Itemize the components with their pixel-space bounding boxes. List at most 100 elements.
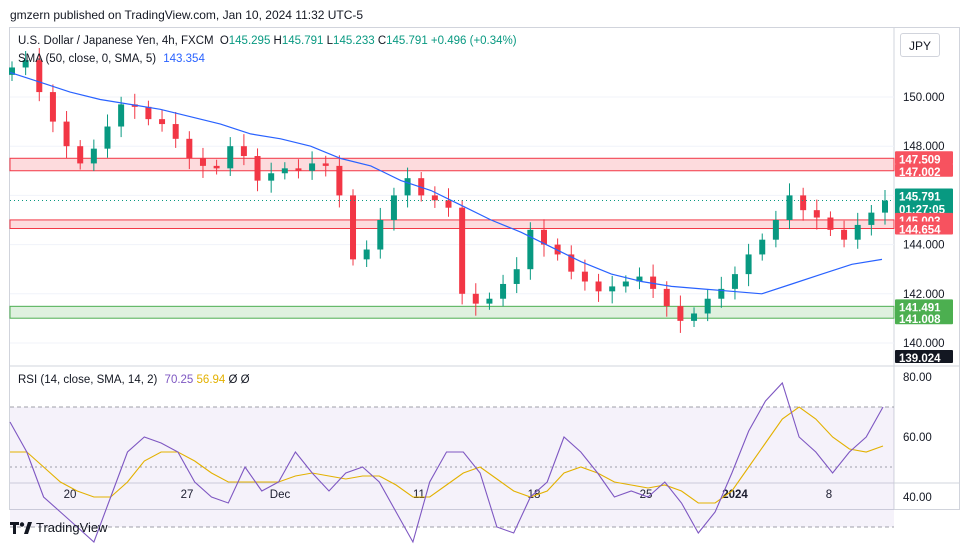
rsi-label[interactable]: RSI (14, close, SMA, 14, 2) bbox=[18, 374, 158, 386]
rsi-sma-line bbox=[10, 406, 884, 504]
candle-down bbox=[445, 200, 452, 208]
sma50-line bbox=[9, 71, 883, 295]
currency-button[interactable]: JPY bbox=[900, 33, 940, 57]
candle-down bbox=[213, 165, 220, 169]
price-tick-label: 140.000 bbox=[903, 338, 945, 350]
level-147509-label-bg bbox=[895, 151, 953, 165]
resistance-zone bbox=[9, 157, 895, 172]
level-144654-label-bg bbox=[895, 221, 953, 235]
chart-frame[interactable] bbox=[9, 27, 960, 510]
candle-down bbox=[254, 156, 261, 181]
level-141008-label-bg bbox=[895, 311, 953, 325]
change-value: +0.496 (+0.34%) bbox=[430, 35, 517, 47]
candle-up bbox=[704, 298, 711, 314]
time-tick-label: Dec bbox=[270, 489, 291, 501]
candle-down bbox=[186, 138, 193, 159]
candle-up bbox=[118, 104, 125, 127]
time-tick-label: 2024 bbox=[722, 489, 748, 501]
publisher-line: gmzern published on TradingView.com, Jan… bbox=[10, 8, 364, 22]
candle-down bbox=[800, 195, 807, 211]
candle-down bbox=[350, 195, 357, 260]
rsi-tick-label: 60.00 bbox=[903, 432, 932, 444]
candle-up bbox=[772, 220, 779, 240]
candle-up bbox=[609, 286, 616, 292]
candle-down bbox=[159, 119, 166, 125]
sma-value: 143.354 bbox=[163, 53, 205, 65]
high-label: H bbox=[273, 35, 282, 47]
rsi-value: 70.25 bbox=[164, 374, 194, 386]
candle-down bbox=[841, 229, 848, 240]
candle-down bbox=[459, 207, 466, 294]
time-tick-label: 11 bbox=[413, 489, 425, 501]
rsi-tick-label: 80.00 bbox=[903, 372, 932, 384]
candle-up bbox=[268, 173, 275, 181]
symbol-label[interactable]: U.S. Dollar / Japanese Yen, 4h, FXCM bbox=[18, 35, 214, 47]
time-tick-label: 20 bbox=[64, 489, 77, 501]
last-price-label-bg bbox=[895, 188, 953, 216]
candle-up bbox=[104, 126, 111, 149]
candle-up bbox=[227, 146, 234, 169]
price-tick-label: 150.000 bbox=[903, 92, 945, 104]
level-147509-label-text: 147.509 bbox=[899, 154, 941, 166]
open-value: 145.295 bbox=[228, 35, 271, 47]
candle-down bbox=[568, 254, 575, 272]
price-tick-label: 148.000 bbox=[903, 141, 945, 153]
candle-up bbox=[868, 212, 875, 225]
resistance-zone bbox=[9, 219, 895, 230]
candle-down bbox=[540, 229, 547, 245]
time-tick-label: 8 bbox=[826, 489, 832, 501]
candle-up bbox=[731, 274, 738, 289]
support-zone bbox=[9, 305, 895, 319]
tradingview-brand[interactable]: TradingView bbox=[10, 520, 108, 535]
candle-up bbox=[363, 249, 370, 260]
price-tick-label: 142.000 bbox=[903, 289, 945, 301]
sma-label[interactable]: SMA (50, close, 0, SMA, 5) bbox=[18, 53, 157, 65]
close-value: 145.791 bbox=[386, 35, 428, 47]
last-price-label-text: 145.791 bbox=[899, 192, 941, 204]
candle-down bbox=[813, 210, 820, 218]
low-label: L bbox=[326, 35, 334, 47]
price-tick-label: 144.000 bbox=[903, 240, 945, 252]
level-141008-label-text: 141.008 bbox=[899, 314, 941, 326]
level-147002-label-text: 147.002 bbox=[899, 167, 941, 179]
candle-up bbox=[636, 276, 643, 282]
candle-down bbox=[172, 124, 179, 139]
candle-up bbox=[22, 60, 29, 68]
candle-up bbox=[390, 195, 397, 220]
candle-down bbox=[199, 158, 206, 166]
rsi-line bbox=[9, 381, 884, 544]
level-147002-label-bg bbox=[895, 163, 953, 177]
close-label: C bbox=[377, 35, 387, 47]
candle-down bbox=[36, 60, 43, 93]
high-value: 145.791 bbox=[281, 35, 324, 47]
candle-up bbox=[90, 148, 97, 164]
sma-legend: SMA (50, close, 0, SMA, 5) 143.354 bbox=[18, 53, 205, 65]
candle-down bbox=[595, 281, 602, 292]
level-139024-label-bg bbox=[895, 350, 953, 363]
tradingview-logo-icon bbox=[10, 521, 32, 534]
brand-label: TradingView bbox=[36, 520, 108, 535]
rsi-sma-value: 56.94 bbox=[196, 374, 226, 386]
level-141491-label-bg bbox=[895, 299, 953, 313]
main-legend: U.S. Dollar / Japanese Yen, 4h, FXCM O14… bbox=[18, 35, 517, 47]
level-144654-label-text: 144.654 bbox=[899, 225, 941, 237]
candle-down bbox=[295, 168, 302, 171]
candle-down bbox=[145, 106, 152, 120]
candle-up bbox=[500, 283, 507, 299]
rsi-extra: Ø Ø bbox=[228, 374, 250, 386]
open-label: O bbox=[219, 35, 229, 47]
candle-up bbox=[622, 281, 629, 287]
rsi-tick-label: 40.00 bbox=[903, 492, 932, 504]
candle-down bbox=[322, 163, 329, 166]
candle-down bbox=[554, 244, 561, 255]
candle-down bbox=[827, 217, 834, 230]
candle-up bbox=[377, 220, 384, 250]
candle-down bbox=[77, 146, 84, 164]
candle-up bbox=[745, 254, 752, 275]
candle-up bbox=[527, 229, 534, 270]
candle-down bbox=[63, 121, 70, 147]
candle-up bbox=[281, 168, 288, 174]
candle-down bbox=[677, 306, 684, 321]
time-tick-label: 18 bbox=[528, 489, 541, 501]
